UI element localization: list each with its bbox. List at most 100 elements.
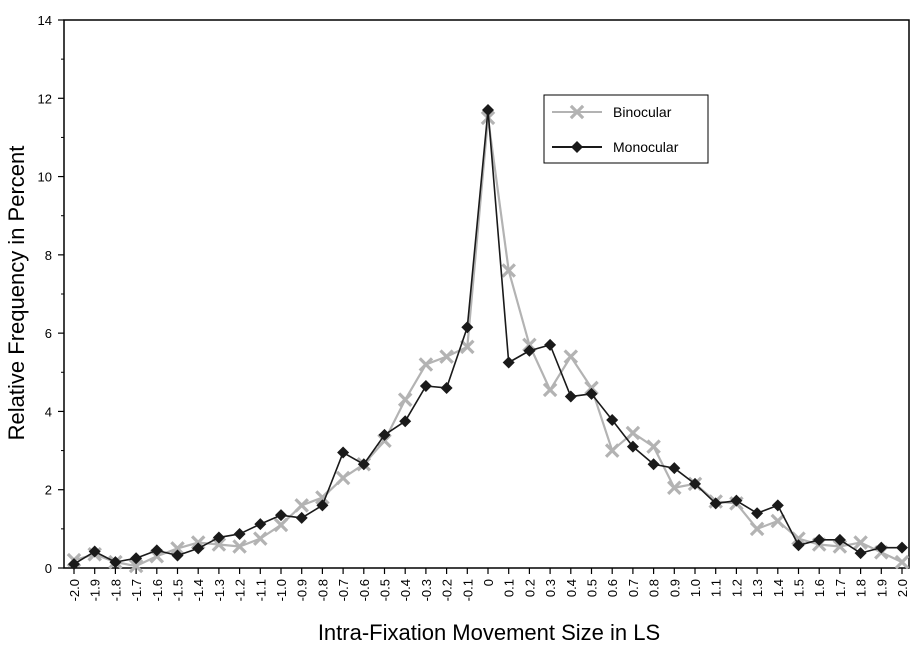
x-tick-label: -1.6 [150, 579, 165, 601]
data-point-binocular [563, 349, 579, 364]
data-point-binocular [273, 517, 289, 533]
data-point-monocular [316, 499, 329, 512]
data-point-monocular [689, 477, 701, 490]
data-point-binocular [397, 392, 413, 407]
data-point-monocular [337, 446, 350, 459]
data-point-monocular [378, 428, 391, 441]
data-point-binocular [770, 513, 786, 529]
data-point-monocular [130, 552, 143, 565]
data-point-monocular [461, 321, 474, 334]
series-line-monocular [73, 109, 902, 565]
data-point-monocular [523, 344, 536, 357]
x-tick-label: -1.3 [212, 579, 227, 601]
x-tick-label: -1.1 [253, 579, 268, 601]
data-point-monocular [647, 458, 660, 471]
x-tick-label: 0 [481, 579, 496, 586]
legend-marker-monocular [571, 141, 583, 153]
plot-frame [63, 19, 910, 569]
data-point-binocular [667, 480, 682, 496]
data-point-binocular [211, 537, 227, 552]
data-point-monocular [833, 533, 846, 546]
series-binocular [66, 110, 910, 574]
x-tick-label: 0.8 [647, 579, 662, 597]
data-point-binocular [335, 470, 351, 486]
y-tick-label: 10 [38, 170, 52, 185]
x-tick-label: -0.2 [440, 579, 455, 601]
x-tick-label: 1.2 [729, 579, 744, 597]
data-point-monocular [150, 544, 163, 557]
data-point-monocular [585, 387, 598, 400]
legend-marker-icon [569, 104, 585, 120]
x-tick-label: -1.0 [274, 579, 289, 601]
data-point-monocular [88, 545, 101, 558]
series-line-binocular [73, 116, 903, 568]
data-point-monocular [875, 541, 888, 554]
x-tick-label: 0.3 [543, 579, 558, 597]
x-tick-label: 0.1 [502, 579, 517, 597]
data-point-binocular [853, 535, 868, 550]
y-axis-title: Relative Frequency in Percent [4, 146, 29, 441]
x-tick-label: 1.1 [709, 579, 724, 597]
data-point-monocular [419, 379, 432, 392]
data-point-binocular [832, 539, 848, 554]
data-point-binocular [418, 357, 434, 372]
y-tick-label: 14 [38, 13, 52, 28]
data-point-monocular [564, 390, 577, 403]
series-monocular [68, 104, 908, 571]
x-tick-label: -0.9 [295, 579, 310, 601]
data-point-monocular [751, 507, 764, 520]
data-point-monocular [109, 556, 122, 569]
x-tick-label: -0.4 [398, 579, 413, 601]
data-point-binocular [625, 425, 641, 441]
x-axis: -2.0 -1.9 -1.8 -1.7 -1.6 -1.5 -1.4 -1.3 -1.2 -1.1… [67, 568, 910, 601]
data-point-binocular [232, 539, 247, 554]
x-tick-label: -1.4 [191, 579, 206, 601]
x-tick-label: -1.5 [171, 579, 186, 601]
data-point-monocular [295, 511, 308, 524]
x-tick-label: 1.0 [688, 579, 703, 597]
data-point-monocular [399, 415, 412, 428]
data-point-binocular [460, 339, 475, 355]
x-tick-label: 1.9 [874, 579, 889, 597]
x-tick-label: 0.7 [626, 579, 641, 597]
x-tick-label: -1.7 [129, 579, 144, 601]
x-tick-label: -1.9 [88, 579, 103, 601]
data-point-monocular [792, 539, 805, 552]
x-axis-title: Intra-Fixation Movement Size in LS [318, 620, 660, 645]
y-axis: 0 2 4 6 8 10 12 14 [38, 13, 64, 576]
data-point-monocular [502, 356, 515, 369]
x-tick-label: 1.6 [812, 579, 827, 597]
data-point-monocular [68, 558, 80, 571]
x-tick-label: 0.4 [564, 579, 579, 597]
data-point-monocular [192, 542, 205, 555]
x-tick-label: 1.4 [771, 579, 786, 597]
legend-label-monocular: Monocular [613, 139, 679, 155]
x-tick-label: -0.7 [336, 579, 351, 601]
data-point-binocular [170, 541, 185, 556]
y-tick-label: 4 [45, 404, 52, 419]
x-tick-label: -0.3 [419, 579, 434, 601]
data-point-binocular [791, 531, 806, 546]
data-point-monocular [813, 533, 826, 546]
x-tick-label: 1.7 [833, 579, 848, 597]
x-tick-label: -0.5 [378, 579, 393, 601]
data-point-monocular [854, 547, 867, 560]
data-point-binocular [315, 490, 330, 505]
x-tick-label: 1.8 [854, 579, 869, 597]
x-tick-label: 0.9 [667, 579, 682, 597]
data-point-monocular [771, 499, 784, 512]
data-point-monocular [482, 104, 494, 117]
x-tick-label: 1.5 [792, 579, 807, 597]
x-tick-label: -0.6 [357, 579, 372, 601]
data-point-binocular [646, 439, 661, 454]
x-tick-label: -2.0 [67, 579, 82, 601]
x-tick-label: -1.8 [108, 579, 123, 601]
x-tick-label: 2.0 [895, 579, 910, 597]
y-tick-label: 12 [38, 91, 52, 106]
legend: Binocular Monocular [543, 94, 709, 164]
x-tick-label: 1.3 [750, 579, 765, 597]
legend-marker-icon [571, 141, 583, 153]
data-point-monocular [730, 494, 743, 507]
data-point-binocular [128, 558, 144, 574]
